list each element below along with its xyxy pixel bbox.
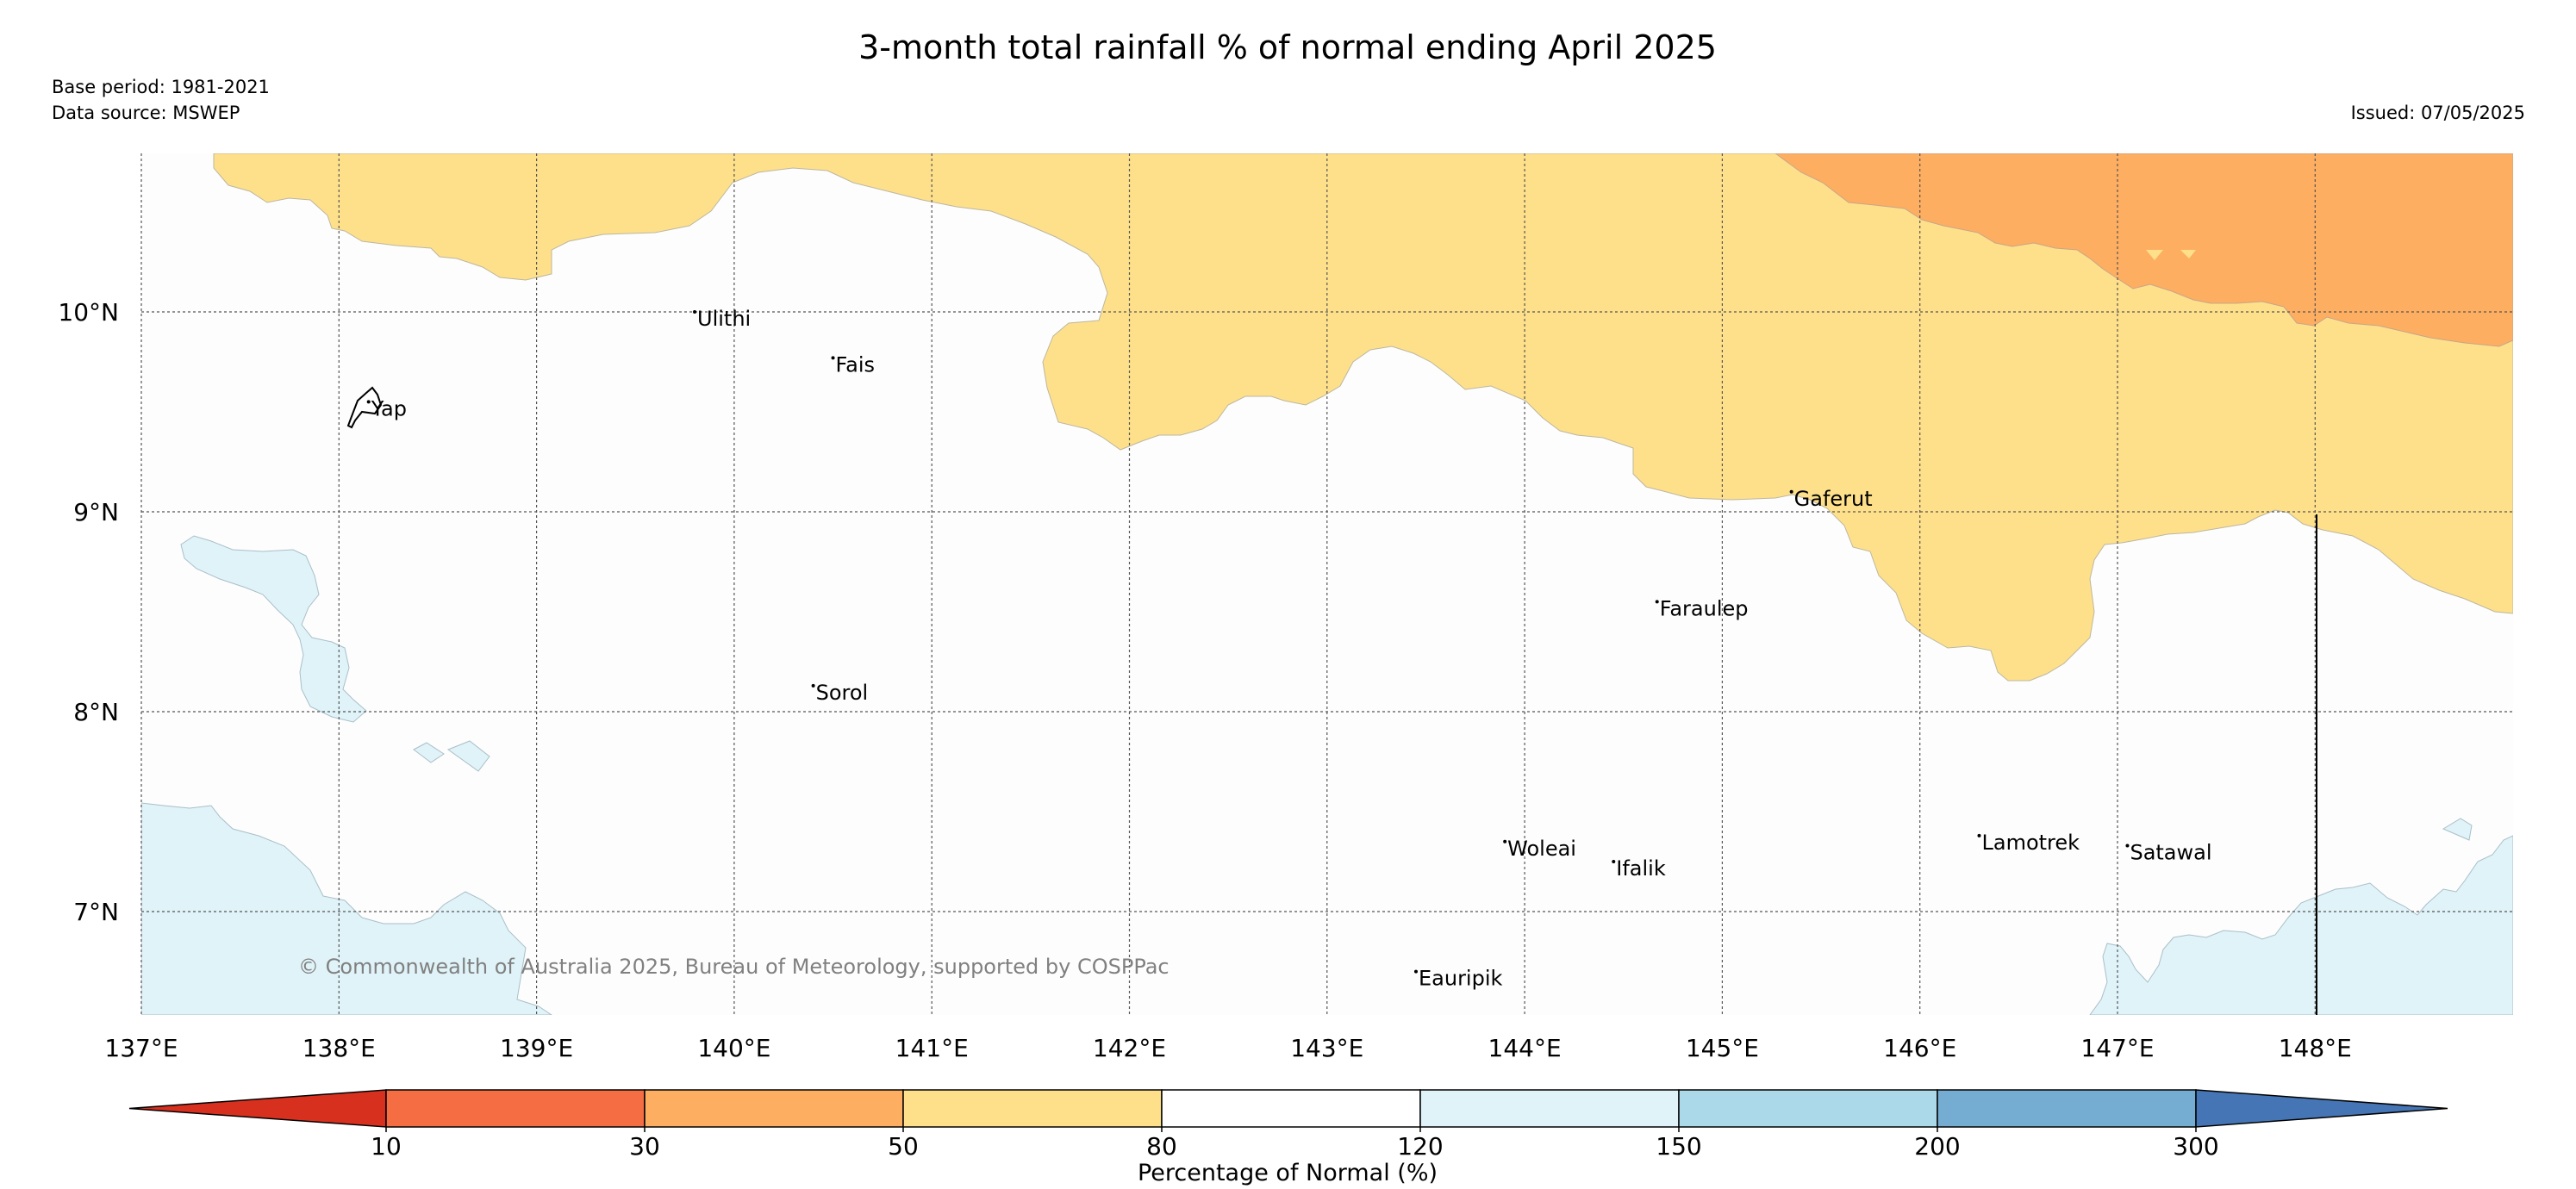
longitude-label: 139°E: [500, 1034, 573, 1062]
colorbar: [128, 1089, 2448, 1128]
place-marker: [366, 400, 371, 404]
colorbar-tick-label: 200: [1914, 1132, 1960, 1161]
colorbar-title: Percentage of Normal (%): [1138, 1160, 1438, 1186]
colorbar-tick-label: 300: [2173, 1132, 2218, 1161]
map-panel: Yap Ulithi Fais Gaferut Faraulep Sorol Woleai I…: [140, 153, 2513, 1015]
small-area-130-percent: [446, 740, 490, 772]
latitude-label: 9°N: [73, 498, 119, 526]
copyright-text: © Commonwealth of Australia 2025, Bureau…: [298, 955, 1169, 979]
place-label: Fais: [836, 352, 875, 377]
graticule: [140, 153, 2513, 1015]
colorbar-extend-high: [2195, 1089, 2448, 1128]
data-source-text: Data source: MSWEP: [52, 103, 240, 123]
colorbar-segment: [644, 1089, 904, 1128]
longitude-labels: 137°E 138°E 139°E 140°E 141°E 142°E 143°E 144°E…: [104, 1034, 2351, 1062]
place-label: Faraulep: [1660, 596, 1749, 620]
colorbar-segment: [1161, 1089, 1421, 1128]
region-50-80-percent: [213, 153, 2513, 682]
place-label: Ulithi: [697, 307, 751, 331]
colorbar-segment: [385, 1089, 646, 1128]
longitude-label: 143°E: [1290, 1034, 1363, 1062]
small-area-130-percent: [413, 742, 445, 763]
longitude-label: 146°E: [1883, 1034, 1956, 1062]
latitude-label: 8°N: [73, 698, 119, 726]
longitude-label: 142°E: [1093, 1034, 1166, 1062]
colorbar-tick-label: 150: [1656, 1132, 1701, 1161]
small-area-60-percent: [2180, 250, 2196, 258]
base-period-text: Base period: 1981-2021: [52, 77, 270, 97]
place-marker: [1655, 600, 1659, 604]
longitude-label: 141°E: [895, 1034, 969, 1062]
region-120-150-percent: [141, 802, 552, 1015]
place-marker: [693, 310, 697, 314]
place-label: Satawal: [2130, 840, 2211, 864]
region-120-150-percent: [2089, 835, 2513, 1015]
place-label: Sorol: [816, 681, 869, 705]
colorbar-segment: [1678, 1089, 1938, 1128]
colorbar-extend-low: [128, 1089, 387, 1128]
colorbar-segment: [1419, 1089, 1680, 1128]
place-label: Woleai: [1507, 837, 1576, 861]
place-marker: [831, 356, 835, 360]
colorbar-tick-label: 10: [371, 1132, 402, 1161]
issued-date-text: Issued: 07/05/2025: [2351, 103, 2525, 123]
place-labels: Yap Ulithi Fais Gaferut Faraulep Sorol Woleai I…: [366, 307, 2212, 991]
longitude-label: 148°E: [2279, 1034, 2352, 1062]
yap-island-outline: [346, 386, 383, 429]
longitude-label: 147°E: [2080, 1034, 2154, 1062]
longitude-label: 144°E: [1488, 1034, 1562, 1062]
colorbar-segment: [902, 1089, 1163, 1128]
longitude-label: 137°E: [104, 1034, 178, 1062]
longitude-label: 140°E: [697, 1034, 770, 1062]
small-area-60-percent: [2146, 250, 2163, 260]
rainfall-shading: [141, 153, 2513, 1015]
colorbar-tick-labels: 10 30 50 80 120 150 200 300: [371, 1127, 2219, 1161]
place-marker: [1612, 860, 1616, 863]
small-area-130-percent: [2442, 818, 2473, 841]
place-marker: [1413, 969, 1418, 974]
place-marker: [1977, 833, 1981, 837]
colorbar-tick-label: 50: [888, 1132, 919, 1161]
figure-title: 3-month total rainfall % of normal endin…: [858, 28, 1717, 66]
place-label: Yap: [371, 396, 407, 420]
region-30-50-percent: [1775, 153, 2513, 347]
latitude-label: 10°N: [58, 298, 119, 327]
latitude-labels: 10°N 9°N 8°N 7°N: [58, 298, 119, 926]
colorbar-tick-label: 120: [1397, 1132, 1443, 1161]
place-label: Eauripik: [1419, 967, 1503, 991]
colorbar-tick-label: 80: [1146, 1132, 1177, 1161]
region-120-150-percent: [180, 535, 367, 723]
place-marker: [811, 683, 815, 688]
place-label: Ifalik: [1616, 856, 1666, 881]
place-label: Lamotrek: [1981, 831, 2080, 855]
place-label: Gaferut: [1794, 487, 1873, 511]
place-marker: [2125, 844, 2130, 848]
place-marker: [1789, 489, 1793, 494]
latitude-label: 7°N: [73, 898, 119, 926]
longitude-label: 145°E: [1686, 1034, 1759, 1062]
colorbar-segment: [1937, 1089, 2197, 1128]
colorbar-tick-label: 30: [629, 1132, 660, 1161]
place-marker: [1503, 839, 1507, 844]
longitude-label: 138°E: [303, 1034, 376, 1062]
